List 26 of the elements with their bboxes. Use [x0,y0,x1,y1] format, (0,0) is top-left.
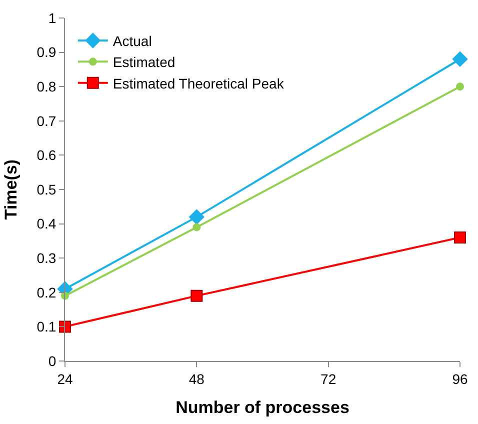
legend-label: Actual [112,32,152,49]
point [456,82,464,91]
x-tick-label: 24 [57,370,73,387]
point [189,209,204,225]
legend-label: Estimated Theoretical Peak [112,75,285,92]
y-tick-label: 0 [48,352,56,369]
y-tick-label: 0.2 [36,284,56,300]
y-tick-label: 0.7 [36,112,56,129]
point [192,223,201,232]
y-tick-label: 0.5 [36,181,56,198]
point [454,232,466,244]
point [452,52,468,67]
y-tick-label: 0.1 [36,318,56,335]
y-tick-label: 0.6 [36,147,56,164]
legend-label: Estimated [112,54,176,70]
x-tick-label: 72 [320,370,336,387]
y-tick-label: 0.4 [36,216,56,232]
x-tick-label: 96 [452,370,468,387]
x-tick-label: 48 [188,370,205,387]
y-tick-label: 0.8 [36,78,56,94]
x-axis-title: Number of processes [176,398,350,418]
y-tick-label: 0.9 [36,44,56,60]
y-axis-title: Time(s) [1,159,20,220]
y-tick-label: 1 [48,10,56,26]
y-tick-label: 0.3 [36,250,56,266]
point [190,290,203,302]
